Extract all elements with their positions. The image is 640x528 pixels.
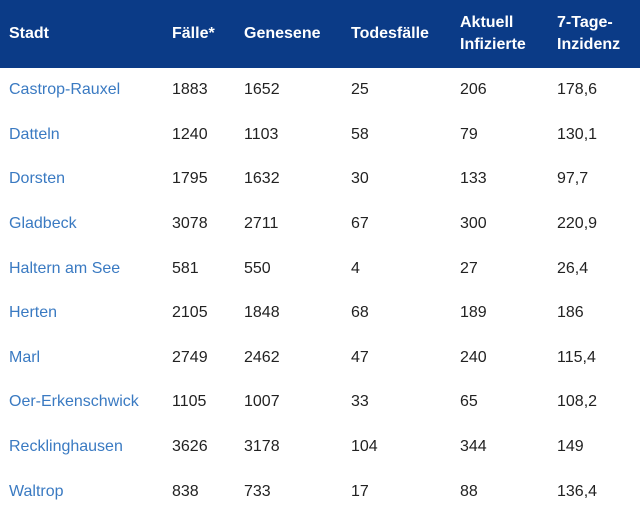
column-header-aktuell-infizierte: Aktuell Infizierte xyxy=(460,14,526,53)
city-link[interactable]: Herten xyxy=(9,304,58,322)
aktuell-infizierte-cell: 344 xyxy=(460,438,487,456)
genesene-cell: 550 xyxy=(244,259,271,277)
column-header-inzidenz: 7-Tage-Inzidenz xyxy=(557,14,621,53)
genesene-cell: 3178 xyxy=(244,438,280,456)
table-row: Oer-Erkenschwick 1105 1007 33 65 108,2 xyxy=(0,380,640,425)
todesfaelle-cell: 33 xyxy=(351,393,369,411)
faelle-cell: 1105 xyxy=(172,393,207,411)
table-row: Haltern am See 581 550 4 27 26,4 xyxy=(0,246,640,291)
genesene-cell: 1007 xyxy=(244,393,280,411)
faelle-cell: 1240 xyxy=(172,125,208,143)
column-header-stadt: Stadt xyxy=(9,25,49,42)
genesene-cell: 1848 xyxy=(244,304,280,322)
city-link[interactable]: Haltern am See xyxy=(9,259,121,277)
todesfaelle-cell: 30 xyxy=(351,170,369,188)
table-body: Castrop-Rauxel 1883 1652 25 206 178,6 Datteln 1… xyxy=(0,68,640,514)
city-link[interactable]: Dorsten xyxy=(9,170,66,188)
table-row: Castrop-Rauxel 1883 1652 25 206 178,6 xyxy=(0,68,640,113)
genesene-cell: 2462 xyxy=(244,348,280,366)
table-header-row: Stadt Fälle* Genesene Todesfälle Aktuell… xyxy=(0,0,640,68)
inzidenz-cell: 97,7 xyxy=(557,170,589,188)
todesfaelle-cell: 68 xyxy=(351,304,369,322)
todesfaelle-cell: 25 xyxy=(351,81,369,99)
city-link[interactable]: Recklinghausen xyxy=(9,438,123,456)
genesene-cell: 1103 xyxy=(244,125,279,143)
column-header-genesene: Genesene xyxy=(244,25,321,42)
genesene-cell: 1652 xyxy=(244,81,280,99)
inzidenz-cell: 115,4 xyxy=(557,348,596,366)
aktuell-infizierte-cell: 27 xyxy=(460,259,478,277)
aktuell-infizierte-cell: 79 xyxy=(460,125,478,143)
inzidenz-cell: 108,2 xyxy=(557,393,598,411)
faelle-cell: 1795 xyxy=(172,170,208,188)
aktuell-infizierte-cell: 133 xyxy=(460,170,487,188)
faelle-cell: 2749 xyxy=(172,348,208,366)
covid-stats-table: Stadt Fälle* Genesene Todesfälle Aktuell… xyxy=(0,0,640,514)
aktuell-infizierte-cell: 206 xyxy=(460,81,487,99)
todesfaelle-cell: 104 xyxy=(351,438,378,456)
table-row: Marl 2749 2462 47 240 115,4 xyxy=(0,336,640,381)
aktuell-infizierte-cell: 88 xyxy=(460,482,478,500)
inzidenz-cell: 26,4 xyxy=(557,259,589,277)
column-header-todesfaelle: Todesfälle xyxy=(351,25,429,42)
city-link[interactable]: Waltrop xyxy=(9,482,64,500)
todesfaelle-cell: 47 xyxy=(351,348,369,366)
faelle-cell: 3626 xyxy=(172,438,208,456)
aktuell-infizierte-cell: 300 xyxy=(460,215,487,233)
table-row: Dorsten 1795 1632 30 133 97,7 xyxy=(0,157,640,202)
table-row: Datteln 1240 1103 58 79 130,1 xyxy=(0,113,640,158)
genesene-cell: 2711 xyxy=(244,215,279,233)
city-link[interactable]: Castrop-Rauxel xyxy=(9,81,121,99)
city-link[interactable]: Marl xyxy=(9,348,41,366)
inzidenz-cell: 149 xyxy=(557,438,584,456)
city-link[interactable]: Oer-Erkenschwick xyxy=(9,393,139,411)
todesfaelle-cell: 67 xyxy=(351,215,369,233)
faelle-cell: 3078 xyxy=(172,215,208,233)
city-link[interactable]: Gladbeck xyxy=(9,215,77,233)
aktuell-infizierte-cell: 189 xyxy=(460,304,487,322)
table-row: Gladbeck 3078 2711 67 300 220,9 xyxy=(0,202,640,247)
todesfaelle-cell: 58 xyxy=(351,125,369,143)
inzidenz-cell: 178,6 xyxy=(557,81,598,99)
table-row: Herten 2105 1848 68 189 186 xyxy=(0,291,640,336)
faelle-cell: 1883 xyxy=(172,81,208,99)
faelle-cell: 2105 xyxy=(172,304,208,322)
faelle-cell: 838 xyxy=(172,482,199,500)
genesene-cell: 1632 xyxy=(244,170,280,188)
inzidenz-cell: 186 xyxy=(557,304,584,322)
todesfaelle-cell: 4 xyxy=(351,259,360,277)
faelle-cell: 581 xyxy=(172,259,199,277)
column-header-faelle: Fälle* xyxy=(172,25,215,42)
city-link[interactable]: Datteln xyxy=(9,125,60,143)
todesfaelle-cell: 17 xyxy=(351,482,369,500)
table-row: Waltrop 838 733 17 88 136,4 xyxy=(0,469,640,514)
inzidenz-cell: 130,1 xyxy=(557,125,598,143)
genesene-cell: 733 xyxy=(244,482,271,500)
inzidenz-cell: 136,4 xyxy=(557,482,598,500)
table-row: Recklinghausen 3626 3178 104 344 149 xyxy=(0,425,640,470)
aktuell-infizierte-cell: 65 xyxy=(460,393,478,411)
inzidenz-cell: 220,9 xyxy=(557,215,598,233)
aktuell-infizierte-cell: 240 xyxy=(460,348,487,366)
